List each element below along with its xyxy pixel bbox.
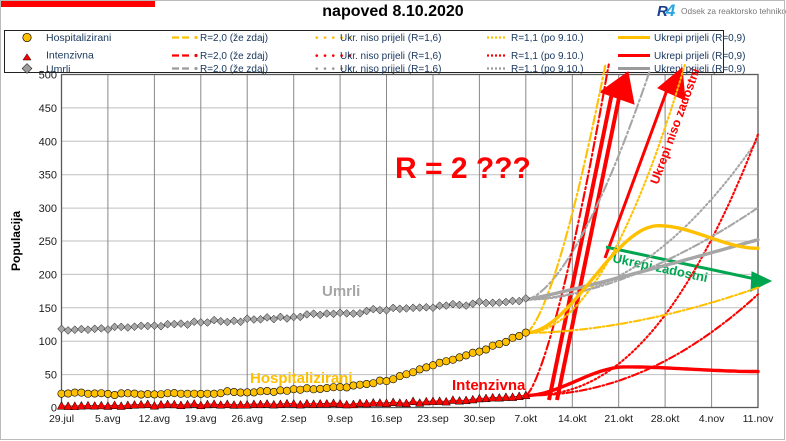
- svg-text:26.avg: 26.avg: [231, 413, 263, 425]
- svg-text:23.sep: 23.sep: [417, 413, 449, 425]
- svg-text:16.sep: 16.sep: [371, 413, 403, 425]
- svg-text:350: 350: [39, 170, 57, 182]
- svg-text:100: 100: [39, 336, 57, 348]
- svg-text:400: 400: [39, 136, 57, 148]
- svg-text:21.okt: 21.okt: [604, 413, 633, 425]
- svg-text:12.avg: 12.avg: [139, 413, 171, 425]
- svg-text:200: 200: [39, 269, 57, 281]
- svg-text:R = 2 ???: R = 2 ???: [395, 152, 531, 185]
- svg-text:9.sep: 9.sep: [327, 413, 353, 425]
- svg-text:500: 500: [39, 70, 57, 82]
- svg-text:7.okt: 7.okt: [514, 413, 537, 425]
- svg-text:29.jul: 29.jul: [49, 413, 74, 425]
- svg-text:11.nov: 11.nov: [743, 413, 774, 425]
- svg-text:Populacija: Populacija: [9, 211, 23, 271]
- svg-text:Intenzivna: Intenzivna: [452, 377, 526, 394]
- svg-text:300: 300: [39, 203, 57, 215]
- svg-text:19.avg: 19.avg: [185, 413, 217, 425]
- svg-text:150: 150: [39, 303, 57, 315]
- svg-text:28.okt: 28.okt: [651, 413, 680, 425]
- svg-text:14.okt: 14.okt: [558, 413, 587, 425]
- svg-text:50: 50: [45, 370, 57, 382]
- svg-text:Umrli: Umrli: [322, 283, 360, 300]
- svg-text:450: 450: [39, 103, 57, 115]
- svg-text:250: 250: [39, 236, 57, 248]
- svg-text:2.sep: 2.sep: [281, 413, 307, 425]
- svg-text:5.avg: 5.avg: [95, 413, 121, 425]
- svg-text:30.sep: 30.sep: [464, 413, 496, 425]
- svg-text:4.nov: 4.nov: [699, 413, 725, 425]
